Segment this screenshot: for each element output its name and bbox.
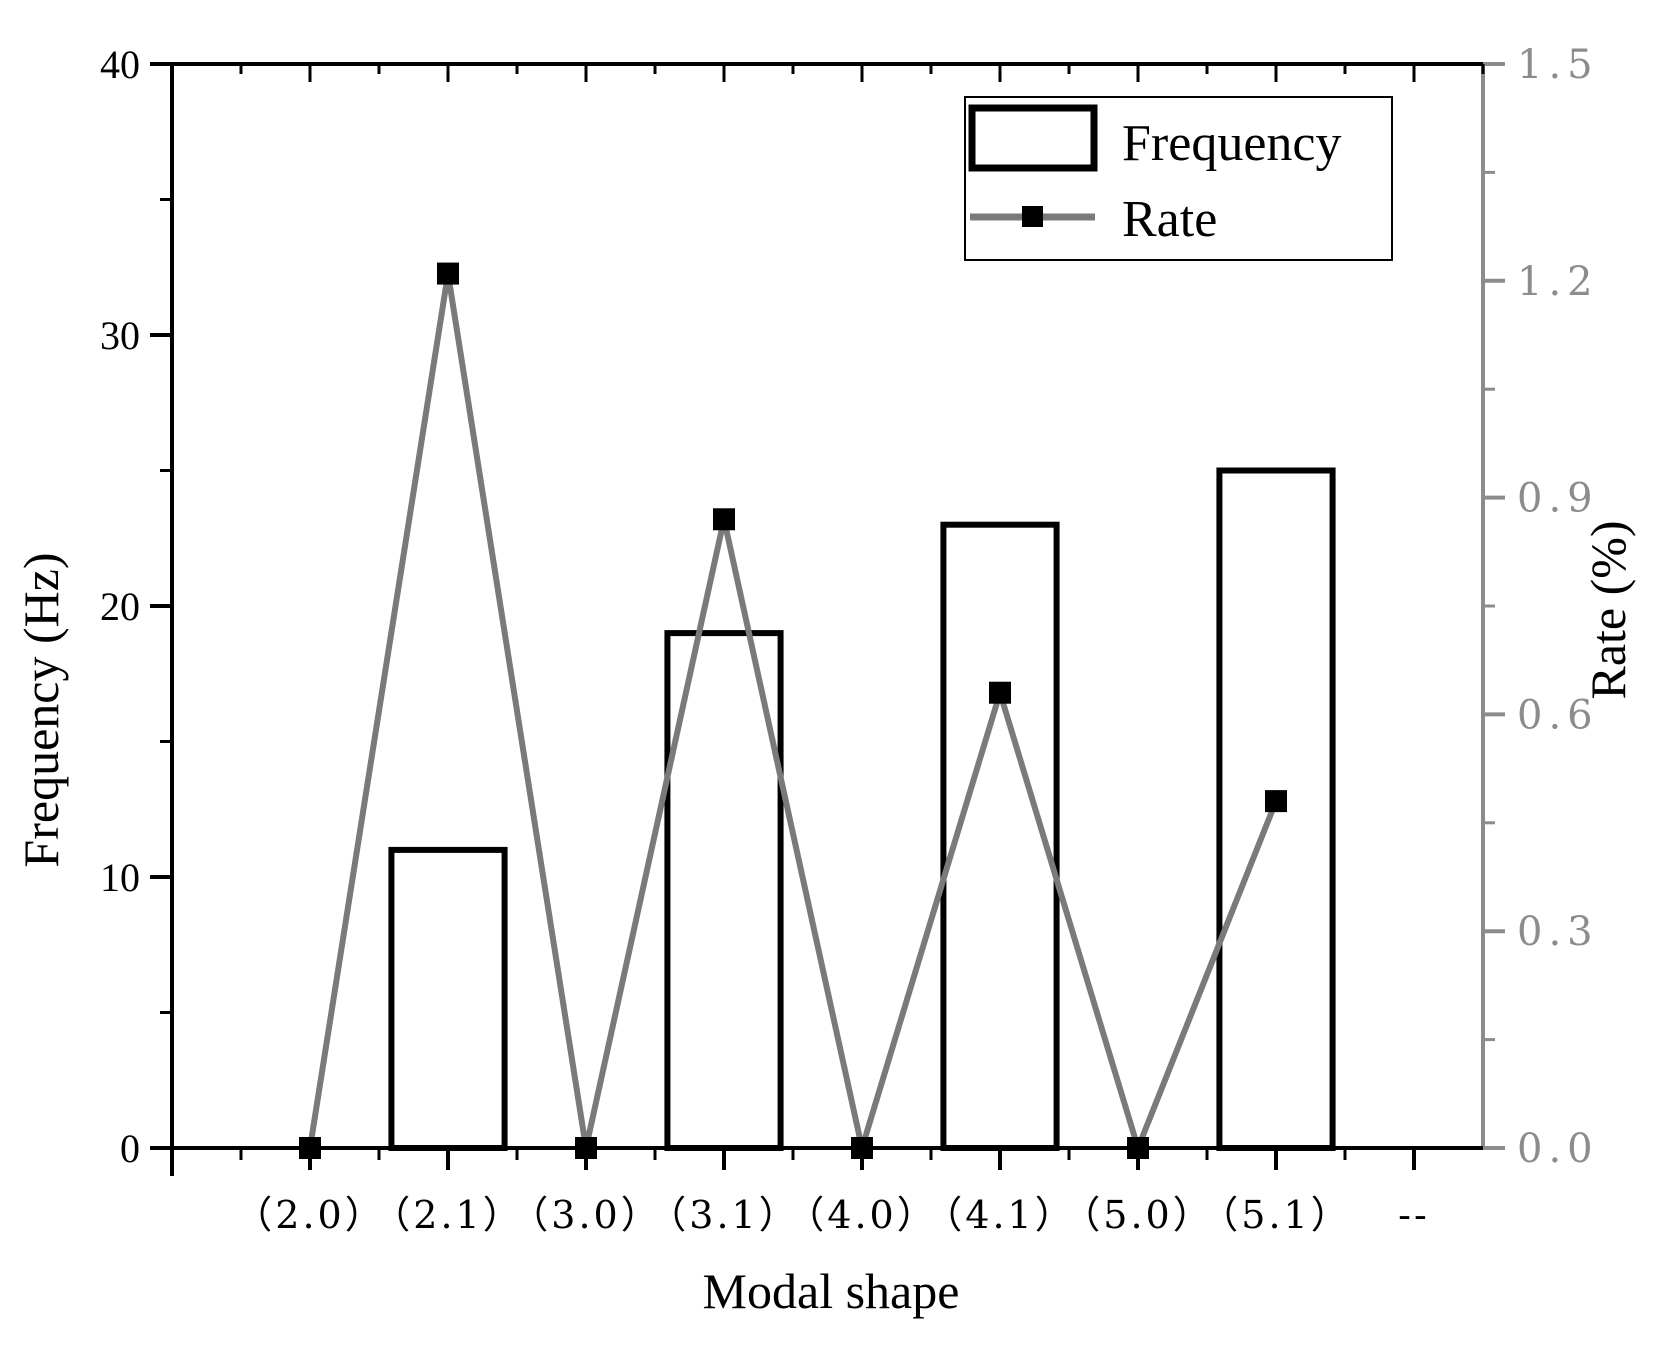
- left-y-tick-label: 20: [100, 584, 140, 629]
- left-y-axis-title: Frequency (Hz): [13, 552, 69, 867]
- x-tick-label: （2.1）: [372, 1193, 523, 1237]
- right-y-tick-label: 1.2: [1517, 259, 1599, 305]
- x-tick-label: --: [1398, 1193, 1430, 1237]
- left-y-tick-label: 0: [120, 1126, 140, 1171]
- x-axis-title: Modal shape: [703, 1263, 960, 1319]
- rate-marker: [1265, 790, 1287, 813]
- rate-marker: [575, 1137, 597, 1159]
- x-tick-label: （2.0）: [234, 1193, 385, 1237]
- rate-marker: [299, 1137, 321, 1159]
- right-y-tick-label: 1.5: [1517, 42, 1599, 88]
- legend-rate-marker: [1022, 206, 1043, 227]
- x-tick-label: （3.1）: [648, 1193, 799, 1237]
- rate-marker: [1127, 1137, 1149, 1159]
- legend-rate-label: Rate: [1122, 191, 1217, 248]
- x-tick-label: （3.0）: [510, 1193, 661, 1237]
- right-y-tick-label: 0.0: [1517, 1126, 1599, 1172]
- legend-frequency-label: Frequency: [1122, 115, 1341, 172]
- right-y-axis-title: Rate (%): [1580, 520, 1636, 699]
- left-y-tick-label: 40: [100, 42, 140, 87]
- x-tick-label: （5.0）: [1062, 1193, 1213, 1237]
- x-tick-label: （5.1）: [1200, 1193, 1351, 1237]
- legend: Frequency Rate: [964, 96, 1393, 261]
- x-tick-label: （4.0）: [786, 1193, 937, 1237]
- right-y-tick-label: 0.3: [1517, 909, 1599, 955]
- left-y-tick-label: 30: [100, 313, 140, 358]
- frequency-bar: [940, 521, 1060, 1151]
- right-y-tick-label: 0.9: [1517, 476, 1599, 522]
- rate-marker: [437, 262, 459, 285]
- frequency-bar: [388, 846, 508, 1152]
- legend-frequency-swatch: [968, 104, 1098, 172]
- plot-region: 0102030400.00.30.60.91.21.5（2.0）（2.1）（3.…: [100, 42, 1599, 1237]
- rate-line: [307, 270, 1279, 1151]
- rate-marker: [713, 508, 735, 531]
- x-tick-label: （4.1）: [924, 1193, 1075, 1237]
- rate-marker: [851, 1137, 873, 1159]
- right-y-tick-label: 0.6: [1517, 692, 1599, 738]
- rate-marker: [989, 681, 1011, 704]
- left-y-tick-label: 10: [100, 855, 140, 900]
